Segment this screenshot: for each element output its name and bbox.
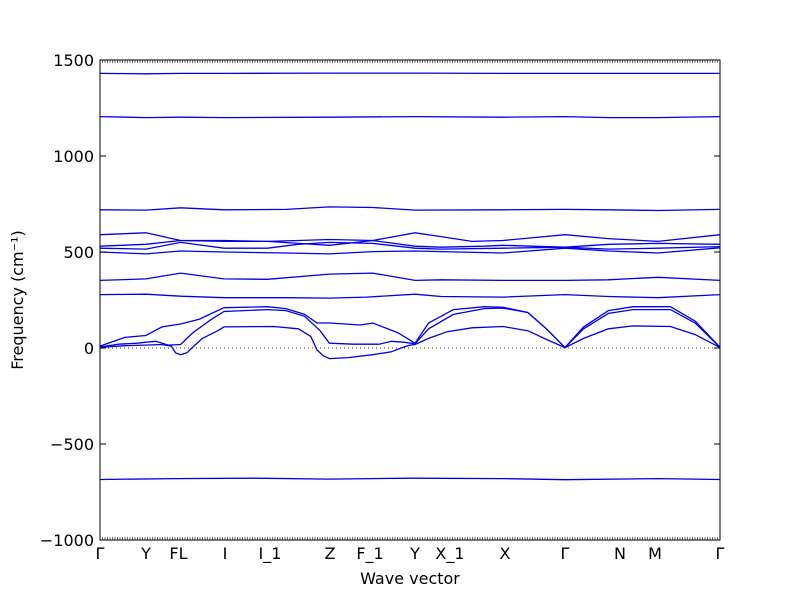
x-tick-label: Z	[325, 544, 336, 563]
x-tick-label: Y	[140, 544, 151, 563]
x-axis-label: Wave vector	[360, 569, 460, 588]
band-line-4	[99, 306, 721, 349]
x-tick-label: X_1	[435, 544, 464, 564]
y-tick-label: −500	[50, 435, 94, 454]
y-tick-label: −1000	[40, 531, 94, 550]
y-tick-label: 0	[84, 339, 94, 358]
x-tick-label: F	[169, 544, 178, 563]
band-line-7	[99, 247, 721, 255]
band-line-1	[99, 477, 721, 481]
band-line-10	[99, 232, 721, 243]
x-tick-label: Y	[409, 544, 420, 563]
band-line-8	[99, 241, 721, 250]
x-tick-label: I	[223, 544, 228, 563]
x-tick-label: Γ	[561, 544, 570, 563]
y-tick-label: 1500	[53, 51, 94, 70]
band-line-11	[99, 206, 721, 212]
band-line-12	[99, 115, 721, 119]
x-tick-label: M	[648, 544, 662, 563]
x-tick-label: I_1	[259, 544, 282, 564]
band-line-6	[99, 272, 721, 282]
y-tick-label: 500	[63, 243, 94, 262]
x-tick-label: Γ	[96, 544, 105, 563]
band-line-13	[99, 72, 720, 75]
x-tick-label: N	[614, 544, 626, 563]
band-line-3	[99, 307, 721, 349]
y-tick-label: 1000	[53, 147, 94, 166]
x-tick-label: X	[499, 544, 510, 563]
x-tick-label: L	[179, 544, 188, 563]
band-line-5	[99, 293, 721, 299]
x-tick-label: F_1	[356, 544, 383, 564]
x-tick-label: Γ	[716, 544, 725, 563]
plot-area	[99, 72, 721, 481]
y-axis-label: Frequency (cm⁻¹)	[8, 230, 27, 369]
